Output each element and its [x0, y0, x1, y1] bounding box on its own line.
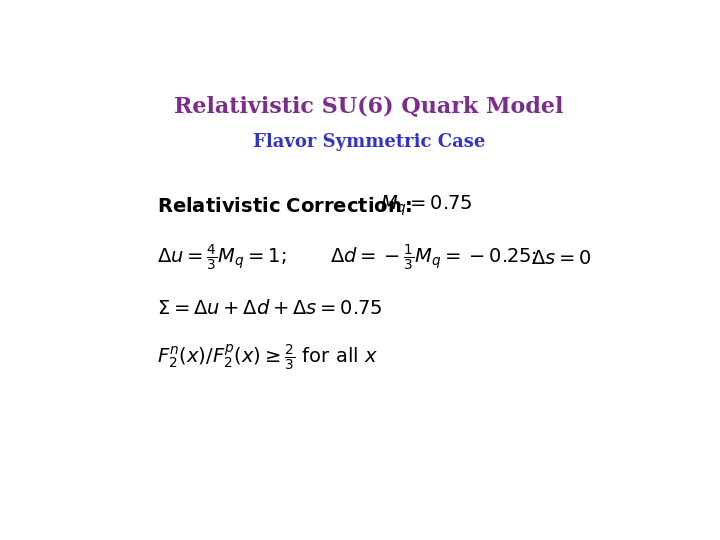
Text: $\Delta u = \frac{4}{3}M_q = 1;$: $\Delta u = \frac{4}{3}M_q = 1;$	[157, 243, 287, 273]
Text: $\Delta s = 0$: $\Delta s = 0$	[531, 248, 591, 268]
Text: $\Sigma = \Delta u + \Delta d + \Delta s = 0.75$: $\Sigma = \Delta u + \Delta d + \Delta s…	[157, 299, 382, 318]
Text: $M_q = 0.75$: $M_q = 0.75$	[380, 194, 472, 218]
Text: Relativistic SU(6) Quark Model: Relativistic SU(6) Quark Model	[174, 96, 564, 117]
Text: Flavor Symmetric Case: Flavor Symmetric Case	[253, 133, 485, 151]
Text: $F_2^n(x)/F_2^p(x) \geq \frac{2}{3}\ \mathrm{for\ all}\ x$: $F_2^n(x)/F_2^p(x) \geq \frac{2}{3}\ \ma…	[157, 343, 378, 373]
Text: $\Delta d = -\frac{1}{3}M_q = -0.25;$: $\Delta d = -\frac{1}{3}M_q = -0.25;$	[330, 243, 537, 273]
Text: $\mathbf{Relativistic\ Correction:}$: $\mathbf{Relativistic\ Correction:}$	[157, 197, 413, 215]
